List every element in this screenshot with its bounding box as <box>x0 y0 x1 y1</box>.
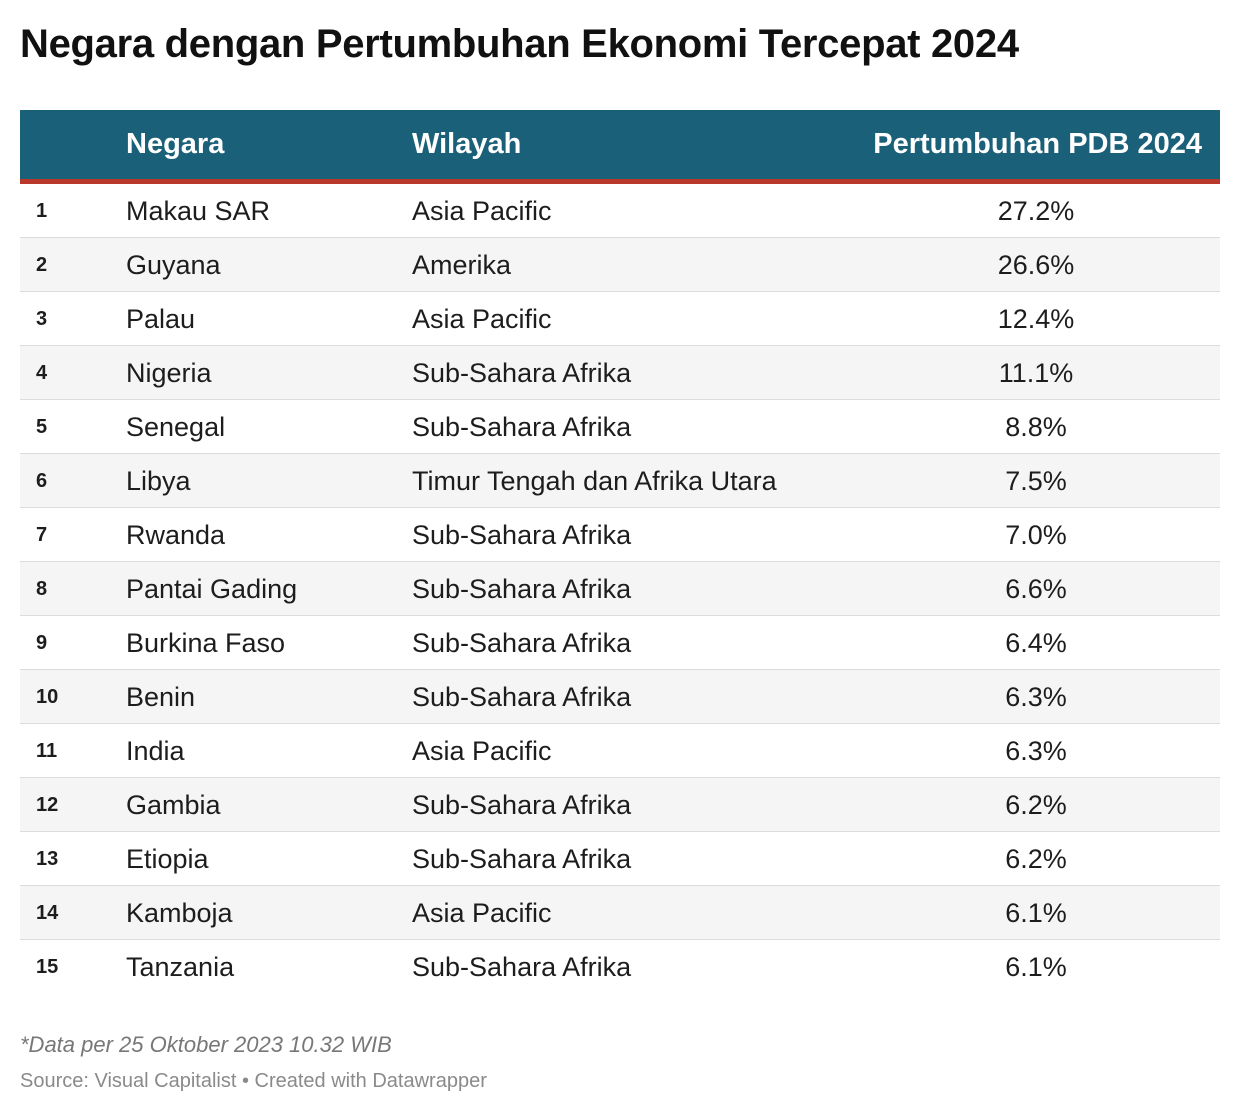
data-table: Negara Wilayah Pertumbuhan PDB 2024 1 Mak… <box>20 110 1220 994</box>
row-negara: Etiopia <box>126 844 209 874</box>
row-rank: 2 <box>36 254 48 276</box>
table-header: Negara Wilayah Pertumbuhan PDB 2024 <box>20 110 1220 184</box>
row-negara: Makau SAR <box>126 196 271 226</box>
row-rank: 8 <box>36 578 48 600</box>
data-note: *Data per 25 Oktober 2023 10.32 WIB <box>20 1032 392 1057</box>
row-pdb: 6.3% <box>1005 682 1067 712</box>
row-pdb: 7.5% <box>1005 466 1067 496</box>
row-rank: 5 <box>36 416 48 438</box>
row-rank: 10 <box>36 686 59 708</box>
row-negara: Nigeria <box>126 358 212 388</box>
row-negara: Palau <box>126 304 196 334</box>
row-negara: Tanzania <box>126 952 235 982</box>
row-wilayah: Sub-Sahara Afrika <box>412 412 632 442</box>
source-credit: Source: Visual Capitalist • Created with… <box>20 1070 487 1092</box>
row-wilayah: Sub-Sahara Afrika <box>412 952 632 982</box>
row-wilayah: Asia Pacific <box>412 736 552 766</box>
table-row: 15 Tanzania Sub-Sahara Afrika 6.1% <box>20 940 1220 994</box>
table-row: 2 Guyana Amerika 26.6% <box>20 238 1220 292</box>
row-pdb: 26.6% <box>997 250 1075 280</box>
row-pdb: 7.0% <box>1005 520 1067 550</box>
row-rank: 11 <box>36 740 58 762</box>
row-negara: Benin <box>126 682 196 712</box>
table-body: 1 Makau SAR Asia Pacific 27.2% 2 Guyana Amerik… <box>20 184 1220 994</box>
row-rank: 7 <box>36 524 48 546</box>
row-pdb: 8.8% <box>1005 412 1067 442</box>
row-rank: 1 <box>36 200 48 222</box>
table-row: 1 Makau SAR Asia Pacific 27.2% <box>20 184 1220 238</box>
row-pdb: 12.4% <box>997 304 1075 334</box>
column-header-pdb[interactable]: Pertumbuhan PDB 2024 <box>873 128 1202 160</box>
row-negara: Libya <box>126 466 191 496</box>
chart-title: Negara dengan Pertumbuhan Ekonomi Tercep… <box>20 22 1019 66</box>
row-negara: Rwanda <box>126 520 226 550</box>
row-negara: Senegal <box>126 412 226 442</box>
column-header-negara[interactable]: Negara <box>126 128 225 160</box>
table-row: 12 Gambia Sub-Sahara Afrika 6.2% <box>20 778 1220 832</box>
row-wilayah: Sub-Sahara Afrika <box>412 574 632 604</box>
table-row: 14 Kamboja Asia Pacific 6.1% <box>20 886 1220 940</box>
row-pdb: 6.4% <box>1005 628 1067 658</box>
table-row: 8 Pantai Gading Sub-Sahara Afrika 6.6% <box>20 562 1220 616</box>
row-negara: India <box>126 736 185 766</box>
row-rank: 4 <box>36 362 48 384</box>
row-wilayah: Asia Pacific <box>412 898 552 928</box>
row-pdb: 11.1% <box>998 358 1074 388</box>
row-rank: 3 <box>36 308 48 330</box>
row-pdb: 6.2% <box>1005 844 1067 874</box>
row-pdb: 6.3% <box>1005 736 1067 766</box>
table-row: 4 Nigeria Sub-Sahara Afrika 11.1% <box>20 346 1220 400</box>
row-negara: Burkina Faso <box>126 628 286 658</box>
row-wilayah: Sub-Sahara Afrika <box>412 628 632 658</box>
row-pdb: 6.1% <box>1005 952 1067 982</box>
row-rank: 14 <box>36 902 59 924</box>
row-pdb: 6.2% <box>1005 790 1067 820</box>
table-row: 5 Senegal Sub-Sahara Afrika 8.8% <box>20 400 1220 454</box>
table-row: 3 Palau Asia Pacific 12.4% <box>20 292 1220 346</box>
row-negara: Pantai Gading <box>126 574 298 604</box>
row-wilayah: Timur Tengah dan Afrika Utara <box>412 466 777 496</box>
row-pdb: 6.1% <box>1005 898 1067 928</box>
row-wilayah: Asia Pacific <box>412 196 552 226</box>
row-wilayah: Sub-Sahara Afrika <box>412 520 632 550</box>
row-wilayah: Sub-Sahara Afrika <box>412 358 632 388</box>
row-wilayah: Sub-Sahara Afrika <box>412 790 632 820</box>
table-row: 9 Burkina Faso Sub-Sahara Afrika 6.4% <box>20 616 1220 670</box>
row-wilayah: Amerika <box>412 250 512 280</box>
row-negara: Kamboja <box>126 898 233 928</box>
table-row: 6 Libya Timur Tengah dan Afrika Utara 7.5% <box>20 454 1220 508</box>
row-wilayah: Asia Pacific <box>412 304 552 334</box>
row-rank: 15 <box>36 956 59 978</box>
row-rank: 12 <box>36 794 59 816</box>
row-wilayah: Sub-Sahara Afrika <box>412 844 632 874</box>
row-rank: 13 <box>36 848 59 870</box>
table-row: 7 Rwanda Sub-Sahara Afrika 7.0% <box>20 508 1220 562</box>
row-negara: Guyana <box>126 250 221 280</box>
row-rank: 9 <box>36 632 48 654</box>
table-row: 13 Etiopia Sub-Sahara Afrika 6.2% <box>20 832 1220 886</box>
column-header-wilayah[interactable]: Wilayah <box>412 128 522 160</box>
table-row: 11 India Asia Pacific 6.3% <box>20 724 1220 778</box>
row-negara: Gambia <box>126 790 221 820</box>
row-pdb: 6.6% <box>1005 574 1067 604</box>
row-wilayah: Sub-Sahara Afrika <box>412 682 632 712</box>
table-row: 10 Benin Sub-Sahara Afrika 6.3% <box>20 670 1220 724</box>
row-rank: 6 <box>36 470 48 492</box>
row-pdb: 27.2% <box>997 196 1075 226</box>
